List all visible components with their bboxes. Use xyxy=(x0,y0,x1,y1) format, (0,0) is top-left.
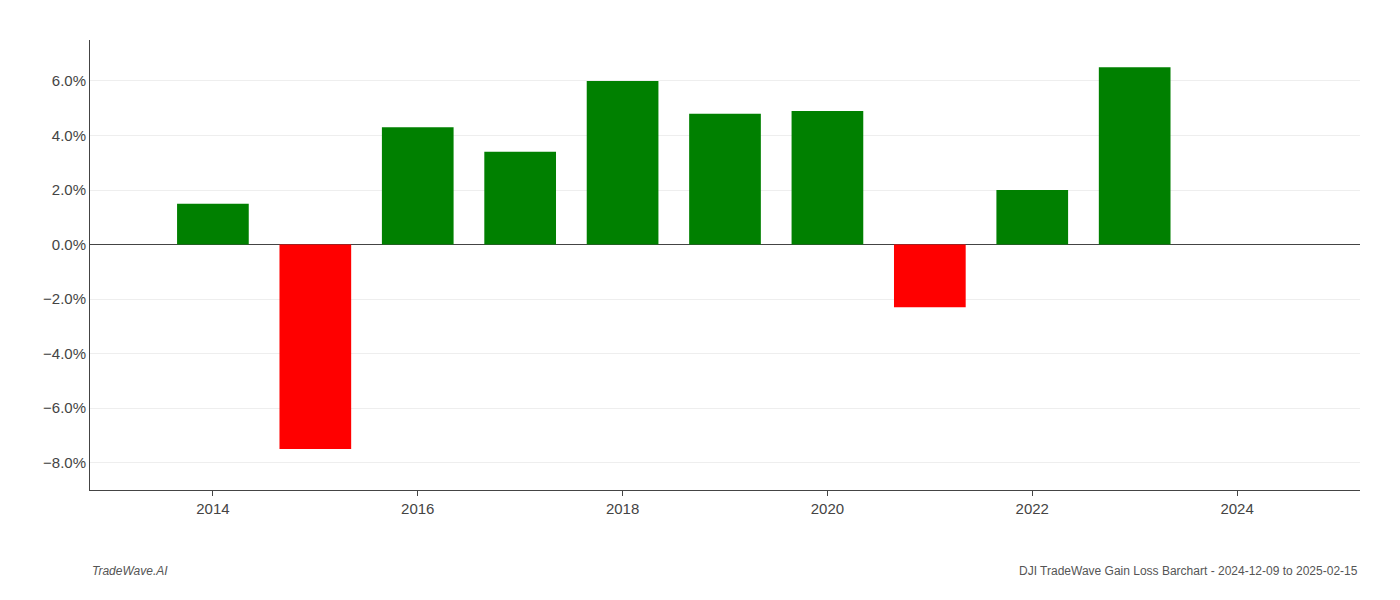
svg-text:2014: 2014 xyxy=(196,500,229,517)
svg-text:2020: 2020 xyxy=(811,500,844,517)
svg-text:−6.0%: −6.0% xyxy=(43,399,86,416)
svg-text:2.0%: 2.0% xyxy=(52,181,86,198)
svg-text:0.0%: 0.0% xyxy=(52,236,86,253)
svg-text:2022: 2022 xyxy=(1016,500,1049,517)
svg-text:2018: 2018 xyxy=(606,500,639,517)
svg-text:2016: 2016 xyxy=(401,500,434,517)
svg-text:6.0%: 6.0% xyxy=(52,72,86,89)
svg-text:−4.0%: −4.0% xyxy=(43,345,86,362)
svg-text:−2.0%: −2.0% xyxy=(43,290,86,307)
svg-text:−8.0%: −8.0% xyxy=(43,454,86,471)
svg-text:2024: 2024 xyxy=(1220,500,1253,517)
svg-text:DJI TradeWave Gain Loss Barcha: DJI TradeWave Gain Loss Barchart - 2024-… xyxy=(1019,564,1358,578)
svg-text:4.0%: 4.0% xyxy=(52,127,86,144)
svg-text:TradeWave.AI: TradeWave.AI xyxy=(92,564,168,578)
